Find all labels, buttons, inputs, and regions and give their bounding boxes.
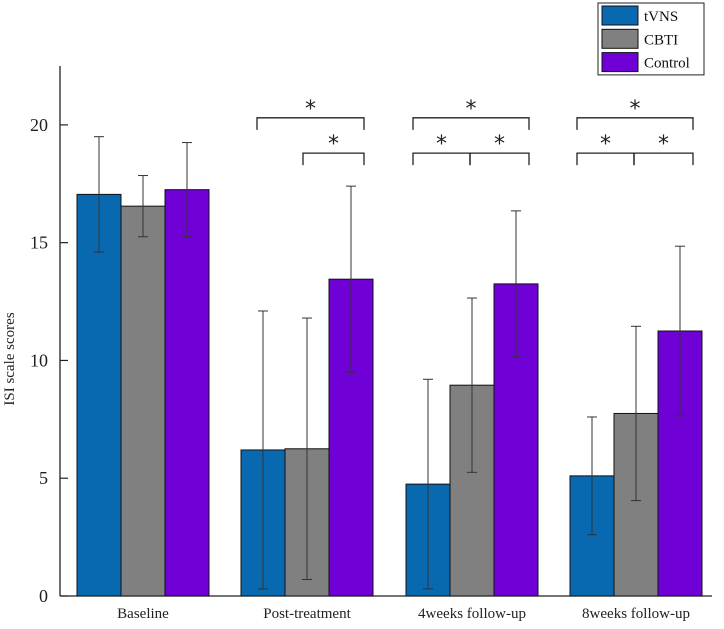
significance-bracket [576,117,694,130]
y-ticks: 0 5 10 15 20 [30,115,68,606]
significance-star: * [305,97,316,122]
significance-brackets: * * * * * * * * [256,97,694,166]
significance-bracket [412,117,530,130]
significance-star: * [436,132,447,157]
significance-bracket [256,117,365,130]
category-label: 8weeks follow-up [582,606,690,622]
legend-label-control: Control [644,56,690,72]
y-tick-label: 5 [39,468,48,488]
legend-label-cbti: CBTI [644,32,678,48]
y-tick-label: 15 [30,233,48,253]
category-label: Post-treatment [263,606,351,622]
category-labels: Baseline Post-treatment 4weeks follow-up 8w… [117,606,690,622]
legend: tVNS CBTI Control [597,2,705,76]
legend-swatch-control [601,52,639,73]
significance-bracket [633,152,694,166]
significance-star: * [658,132,669,157]
bar-cbti-0 [120,205,166,597]
significance-bracket [302,152,365,166]
legend-swatch-tvns [601,5,639,26]
error-bars [94,136,685,590]
bars [76,189,703,597]
significance-star: * [600,132,611,157]
y-tick-label: 0 [39,586,48,606]
category-label: 4weeks follow-up [418,606,526,622]
legend-swatch-cbti [601,28,639,49]
bar-tvns-0 [76,193,122,597]
significance-bracket [469,152,530,166]
y-axis-label: ISI scale scores [2,312,18,405]
significance-star: * [494,132,505,157]
significance-star: * [328,132,339,157]
significance-star: * [466,97,477,122]
legend-label-tvns: tVNS [644,9,678,25]
category-label: Baseline [117,606,169,622]
y-tick-label: 10 [30,350,48,370]
bar-control-0 [164,189,210,597]
y-tick-label: 20 [30,115,48,135]
significance-star: * [630,97,641,122]
